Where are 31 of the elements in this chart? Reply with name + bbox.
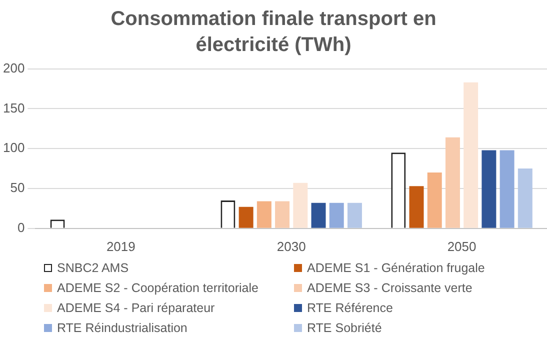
- legend-label: RTE Sobriété: [307, 320, 382, 334]
- text: SNBC2 AMS: [57, 260, 129, 274]
- y-tick-label: 200: [2, 60, 25, 76]
- bar: [409, 186, 424, 228]
- y-tick-label: 100: [2, 140, 25, 156]
- bar: [256, 201, 272, 228]
- bar: [293, 182, 308, 228]
- chart-title: Consommation finale transport en électricité (TWh): [110, 7, 438, 58]
- bar: [482, 150, 496, 228]
- legend-label: ADEME S2 - Coopération territoriale: [57, 280, 258, 294]
- x-tick-label: 2050: [447, 238, 476, 254]
- legend-label: ADEME S3 - Croissante verte: [307, 280, 472, 294]
- y-tick-label: 50: [10, 180, 25, 196]
- legend-label: RTE Réindustrialisation: [57, 320, 188, 334]
- y-tick-label: 150: [2, 100, 25, 116]
- bar: [464, 82, 478, 228]
- y-tick-label: 0: [17, 220, 25, 235]
- bar: [518, 168, 532, 228]
- bar: [311, 202, 326, 228]
- x-tick-label: 2019: [106, 238, 136, 254]
- bar: [347, 202, 362, 228]
- legend-label: ADEME S4 - Pari réparateur: [57, 300, 215, 314]
- legend-label: ADEME S1 - Génération frugale: [307, 260, 485, 274]
- legend-label: RTE Référence: [307, 300, 393, 314]
- x-tick-label: 2030: [276, 238, 306, 254]
- bar: [427, 172, 442, 228]
- bar: [500, 150, 514, 228]
- bar: [445, 137, 460, 228]
- bar: [238, 206, 254, 228]
- bar: [275, 201, 290, 228]
- bar: [329, 202, 344, 228]
